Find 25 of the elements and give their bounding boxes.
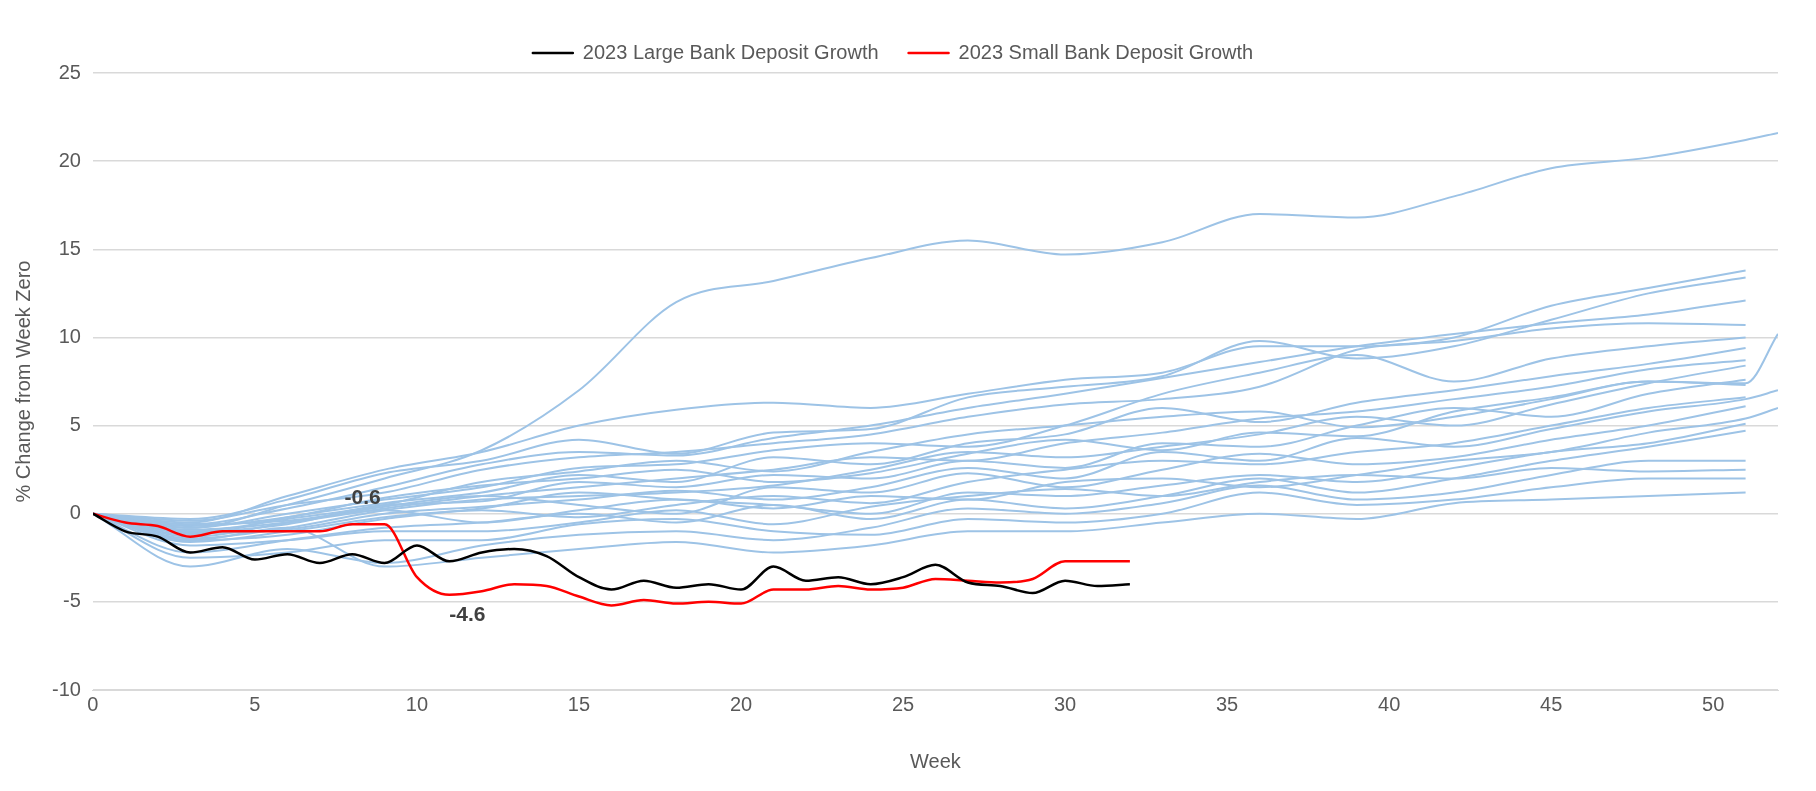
y-tick-label: 0 (69, 501, 81, 524)
y-tick-label: 5 (69, 413, 81, 436)
x-tick-label: 50 (1702, 692, 1725, 715)
x-tick-label: 0 (87, 692, 99, 715)
x-tick-label: 40 (1378, 692, 1401, 715)
y-tick-label: 20 (58, 148, 81, 171)
y-tick-label: -5 (63, 589, 81, 612)
x-tick-label: 10 (405, 692, 429, 715)
x-tick-label: 25 (891, 692, 915, 715)
x-tick-label: 5 (249, 692, 261, 715)
y-axis-title: % Change from Week Zero (11, 260, 34, 503)
legend-label: 2023 Large Bank Deposit Growth (582, 40, 879, 63)
x-tick-label: 45 (1540, 692, 1563, 715)
annotation: -0.6 (344, 484, 381, 508)
x-tick-label: 15 (567, 692, 591, 715)
x-axis-title: Week (910, 749, 962, 772)
legend-label: 2023 Small Bank Deposit Growth (958, 40, 1254, 63)
annotation: -4.6 (449, 602, 486, 626)
y-tick-label: 25 (58, 60, 81, 83)
x-tick-label: 20 (729, 692, 753, 715)
x-tick-label: 30 (1053, 692, 1077, 715)
y-tick-label: -10 (52, 677, 81, 700)
y-tick-label: 15 (58, 236, 81, 259)
y-tick-label: 10 (58, 324, 81, 347)
x-tick-label: 35 (1215, 692, 1239, 715)
